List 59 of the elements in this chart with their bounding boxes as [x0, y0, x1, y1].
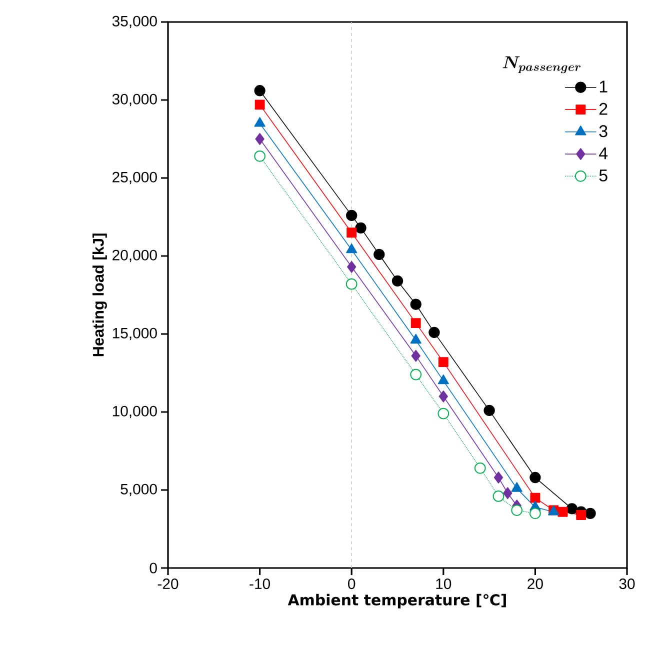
point	[346, 243, 358, 254]
point	[410, 318, 421, 328]
y-axis-title: Heating load [kJ]	[92, 234, 107, 356]
point	[438, 390, 448, 402]
x-tick-label: 30	[619, 578, 635, 590]
legend-label: 2	[599, 102, 608, 115]
x-tick-label: -20	[158, 578, 178, 590]
point	[355, 222, 366, 234]
point	[503, 487, 512, 500]
point	[411, 350, 420, 362]
point	[558, 506, 568, 517]
point	[255, 133, 264, 145]
point	[492, 490, 504, 502]
y-tick-label: 20,000	[112, 250, 157, 262]
legend-label: 5	[599, 170, 608, 182]
x-tick-label: 10	[436, 578, 452, 590]
point	[566, 503, 578, 514]
point	[494, 472, 504, 484]
point	[392, 275, 404, 287]
legend-label: 3	[599, 125, 608, 138]
point	[438, 357, 448, 368]
x-axis-title: Ambient temperature [℃]	[288, 594, 506, 608]
point	[410, 298, 422, 310]
y-tick-label: 10,000	[112, 406, 157, 418]
point	[346, 228, 357, 238]
x-tick-label: 20	[528, 578, 543, 590]
point	[530, 508, 541, 520]
y-tick-label: 15,000	[112, 328, 157, 340]
legend-label: 1	[600, 80, 608, 92]
point	[511, 504, 523, 516]
point	[576, 510, 586, 520]
legend-title: $N_{passenger}$	[502, 56, 580, 74]
point	[254, 117, 266, 127]
point	[484, 404, 495, 416]
point	[530, 492, 540, 503]
point	[254, 150, 266, 162]
point	[346, 210, 358, 222]
y-tick-label: 0	[150, 562, 157, 574]
y-tick-label: 25,000	[112, 172, 157, 184]
point	[346, 278, 358, 290]
point	[438, 408, 450, 420]
point	[410, 368, 422, 380]
point	[511, 482, 522, 492]
y-tick-label: 30,000	[112, 94, 157, 106]
x-tick-label: 0	[348, 578, 356, 590]
point	[410, 334, 422, 344]
point	[438, 374, 449, 384]
y-tick-label: 35,000	[112, 16, 157, 28]
legend-label: 4	[599, 147, 608, 160]
point	[530, 472, 541, 484]
point	[374, 248, 385, 260]
point	[474, 462, 486, 474]
y-tick-label: 5,000	[120, 484, 157, 496]
point	[428, 326, 440, 338]
point	[254, 100, 265, 110]
point	[347, 260, 356, 273]
point	[584, 508, 596, 519]
x-tick-label: -10	[250, 578, 270, 590]
point	[254, 85, 266, 96]
